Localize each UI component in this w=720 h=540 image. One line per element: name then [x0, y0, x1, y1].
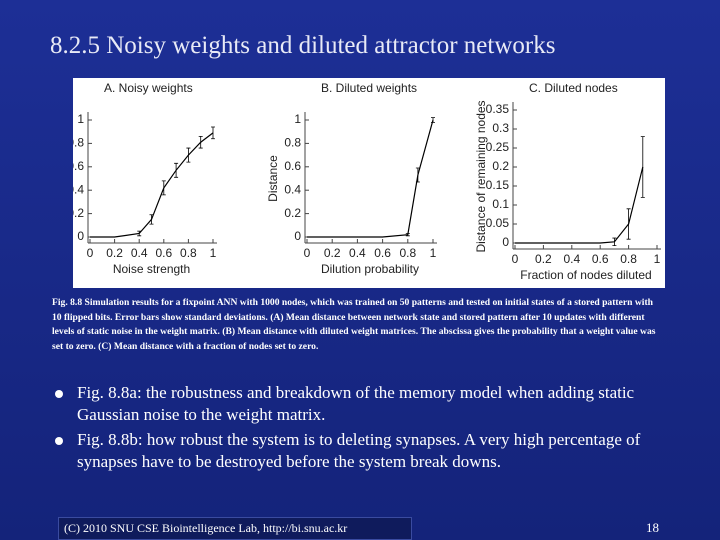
y-tick-label: 0.4 — [284, 182, 301, 196]
y-tick-label: 0.25 — [486, 140, 510, 154]
x-tick-label: 0.6 — [155, 246, 172, 260]
x-tick-label: 0 — [87, 246, 94, 260]
error-bar — [405, 233, 410, 237]
x-tick-label: 0.4 — [131, 246, 148, 260]
slide-title: 8.2.5 Noisy weights and diluted attracto… — [50, 32, 556, 59]
x-tick-label: 0.4 — [349, 246, 366, 260]
y-tick-label: 0 — [77, 229, 84, 243]
x-tick-label: 0 — [304, 246, 311, 260]
caption: Fig. 8.8 Simulation results for a fixpoi… — [52, 297, 656, 352]
x-tick-label: 0.8 — [399, 246, 416, 260]
y-tick-label: 0.3 — [492, 121, 509, 135]
y-tick-label: 0.8 — [73, 136, 84, 150]
bullet: Fig. 8.8b: how robust the system is to d… — [55, 429, 665, 473]
x-tick-label: 1 — [210, 246, 217, 260]
chart-title: B. Diluted weights — [321, 81, 417, 95]
chart-title: C. Diluted nodes — [529, 81, 618, 95]
x-tick-label: 0.2 — [535, 252, 552, 266]
error-bar — [149, 214, 154, 225]
x-tick-label: 0.6 — [374, 246, 391, 260]
y-tick-label: 0.6 — [284, 159, 301, 173]
error-bar — [626, 208, 631, 240]
x-tick-label: 0.8 — [620, 252, 637, 266]
error-bar — [640, 136, 645, 198]
x-axis-label: Noise strength — [113, 262, 190, 276]
x-axis-label: Dilution probability — [321, 262, 419, 276]
page-number: 18 — [646, 520, 659, 535]
x-tick-label: 0 — [512, 252, 519, 266]
error-bar — [137, 230, 142, 237]
y-tick-label: 0.05 — [486, 216, 510, 230]
chart-title: A. Noisy weights — [104, 81, 193, 95]
y-tick-label: 0.1 — [492, 197, 509, 211]
error-bar — [415, 167, 420, 183]
error-bar — [198, 135, 203, 149]
y-tick-label: 1 — [77, 112, 84, 126]
x-axis-label: Fraction of nodes diluted — [520, 268, 651, 282]
y-tick-label: 0.15 — [486, 178, 510, 192]
y-tick-label: 1 — [294, 112, 301, 126]
error-bar — [174, 162, 179, 178]
y-tick-label: 0.8 — [284, 136, 301, 150]
footer: (C) 2010 SNU CSE Biointelligence Lab, ht… — [58, 517, 412, 540]
error-bar — [612, 237, 617, 247]
y-tick-label: 0 — [502, 235, 509, 249]
y-tick-label: 0.2 — [492, 159, 509, 173]
figure: A. Noisy weights 0 0.2 0.4 0.6 0.8 1 0 0.2 0.4 0.6… — [73, 78, 665, 288]
y-tick-label: 0.4 — [73, 182, 84, 196]
x-tick-label: 0.4 — [563, 252, 580, 266]
error-bar — [211, 126, 215, 140]
bullet: Fig. 8.8a: the robustness and breakdown … — [55, 382, 665, 426]
data-line — [515, 166, 644, 244]
y-tick-label: 0.6 — [73, 159, 84, 173]
x-tick-label: 1 — [430, 246, 437, 260]
bullet-list: Fig. 8.8a: the robustness and breakdown … — [55, 382, 665, 476]
x-tick-label: 1 — [654, 252, 661, 266]
error-bar — [161, 180, 166, 196]
y-tick-label: 0 — [294, 229, 301, 243]
x-tick-label: 0.6 — [592, 252, 609, 266]
error-bar — [431, 117, 435, 123]
x-tick-label: 0.2 — [106, 246, 123, 260]
x-tick-label: 0.8 — [180, 246, 197, 260]
y-tick-label: 0.35 — [486, 102, 510, 116]
y-axis-label: Distance of remaining nodes — [474, 100, 488, 252]
data-line — [307, 119, 434, 238]
y-axis-label: Distance — [266, 155, 280, 202]
y-tick-label: 0.2 — [73, 206, 84, 220]
error-bar — [186, 147, 191, 163]
y-tick-label: 0.2 — [284, 206, 301, 220]
x-tick-label: 0.2 — [324, 246, 341, 260]
